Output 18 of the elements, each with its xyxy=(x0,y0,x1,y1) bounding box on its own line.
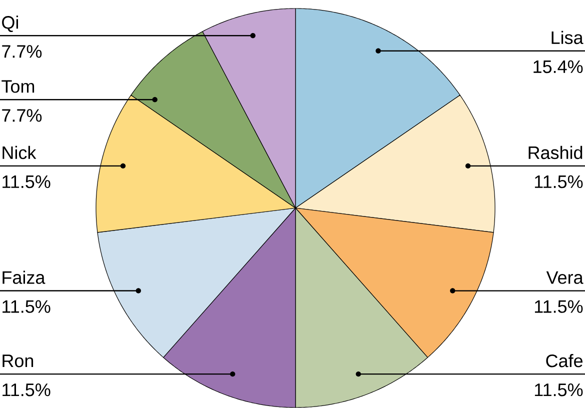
data-label: 15.4% xyxy=(534,60,583,74)
slice-label: Nick xyxy=(2,146,36,160)
data-label: 11.5% xyxy=(2,300,50,313)
slice-label: Vera xyxy=(546,271,584,284)
data-label: 11.5% xyxy=(2,384,50,396)
data-label: 7.7% xyxy=(2,45,42,58)
data-label: 11.5% xyxy=(534,384,583,396)
slice-label: Tom xyxy=(2,80,34,93)
data-label: 7.7% xyxy=(2,109,42,122)
slice-label: Ron xyxy=(2,354,34,368)
slice-label: Faiza xyxy=(2,270,46,284)
data-label: 11.5% xyxy=(2,175,50,188)
data-label: 11.5% xyxy=(534,300,583,313)
slice-label: Lisa xyxy=(552,30,584,44)
slice-label: Rashid xyxy=(528,146,582,160)
slice-label: Cafe xyxy=(546,354,582,368)
data-label: 11.5% xyxy=(534,175,583,188)
slice-label: Qi xyxy=(2,16,18,32)
